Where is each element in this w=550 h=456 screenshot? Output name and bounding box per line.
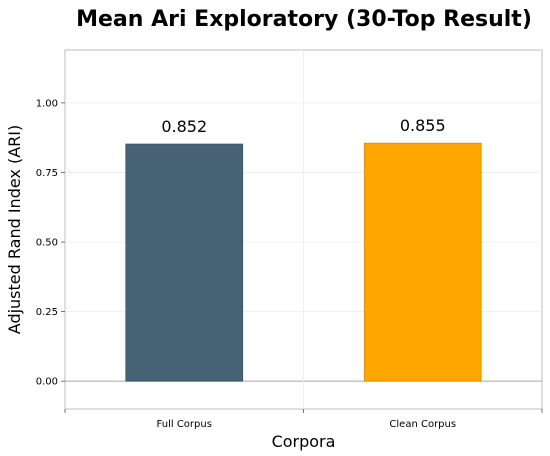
- x-axis-ticks: Full Corpus Clean Corpus: [64, 409, 543, 430]
- y-tick-label: 0.00: [36, 377, 58, 388]
- bar-value-label: 0.852: [161, 117, 207, 136]
- x-tick-label: Full Corpus: [157, 419, 212, 430]
- y-axis-ticks: 0.00 0.25 0.50 0.75 1.00: [36, 98, 65, 388]
- x-tick-label: Clean Corpus: [389, 419, 456, 430]
- y-axis-label: Adjusted Rand Index (ARI): [5, 125, 24, 334]
- bar: [363, 142, 482, 382]
- data-labels: 0.852 0.855: [161, 116, 445, 136]
- y-tick-label: 0.75: [36, 168, 58, 179]
- bar-value-label: 0.855: [400, 116, 446, 135]
- y-tick-label: 0.25: [36, 307, 58, 318]
- y-tick-label: 0.50: [36, 238, 58, 249]
- x-axis-label: Corpora: [272, 432, 336, 451]
- bars: [125, 142, 482, 382]
- y-tick-label: 1.00: [36, 98, 58, 109]
- chart-title: Mean Ari Exploratory (30-Top Result): [76, 7, 532, 32]
- bar: [125, 143, 244, 382]
